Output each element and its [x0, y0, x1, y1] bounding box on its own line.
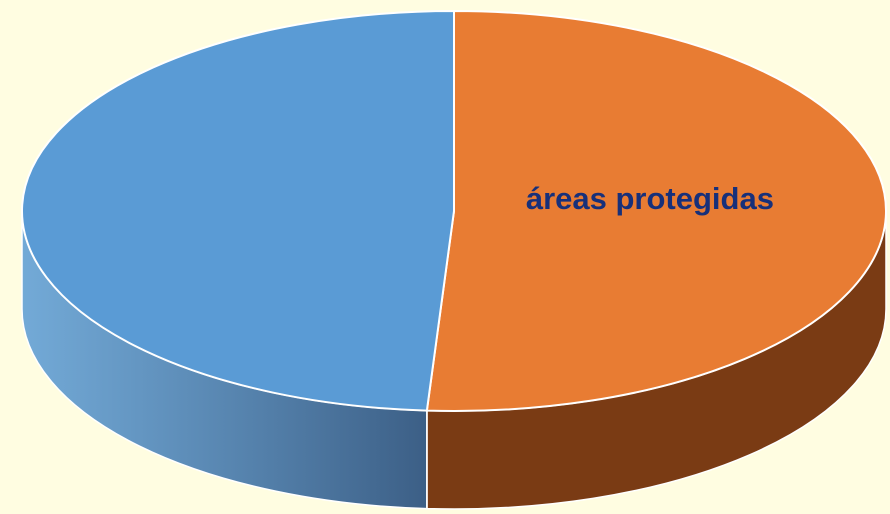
- pie-slice-1: [21, 10, 455, 412]
- pie-slice-label-0: áreas protegidas: [526, 181, 774, 216]
- pie-tops: [21, 10, 887, 412]
- pie-labels: áreas protegidas: [526, 181, 774, 216]
- pie-slice-0: [425, 10, 887, 412]
